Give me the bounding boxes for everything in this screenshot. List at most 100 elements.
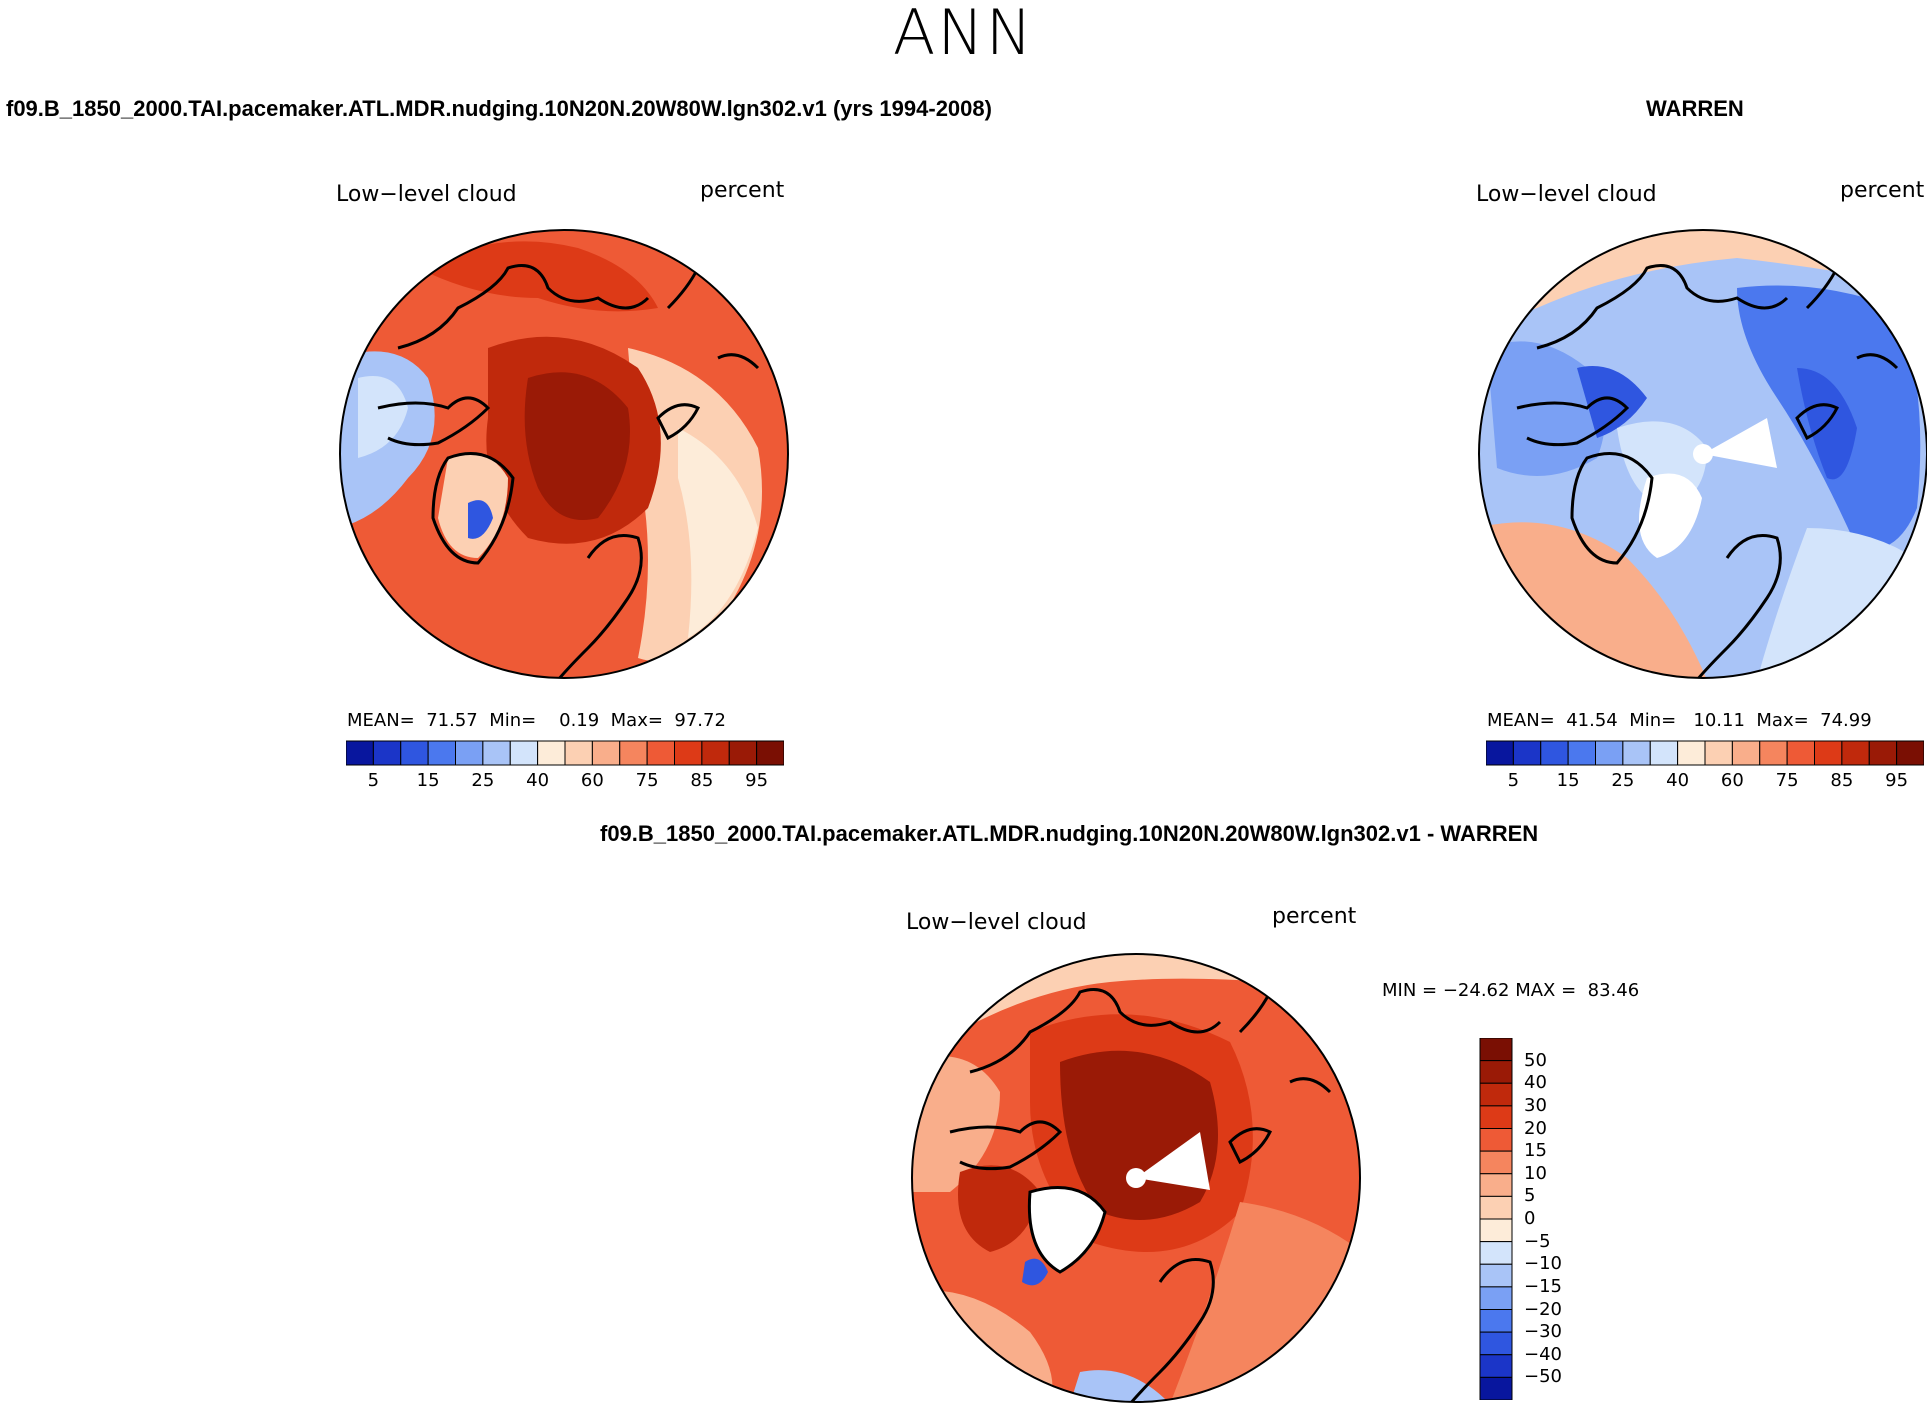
colorbar-swatch (1622, 740, 1651, 766)
colorbar-tick-label: 25 (471, 770, 495, 791)
colorbar-swatch (1731, 740, 1761, 766)
colorbar-swatch (455, 740, 484, 766)
colorbar-tick-label: 60 (1720, 770, 1744, 791)
colorbar-swatch (1479, 1331, 1513, 1356)
panel2-pole-missing (1693, 444, 1713, 464)
colorbar-swatch (1479, 1038, 1513, 1062)
colorbar-tick-label: 60 (580, 770, 604, 791)
colorbar-tick-label: 40 (1524, 1072, 1547, 1094)
colorbar-swatch (1704, 740, 1733, 766)
colorbar-tick-label: 40 (1666, 770, 1690, 791)
colorbar-tick-label: 15 (1524, 1140, 1547, 1162)
colorbar-swatch (1479, 1150, 1513, 1175)
colorbar-tick-label: 10 (1524, 1162, 1547, 1184)
colorbar-swatch (1868, 740, 1898, 766)
panel2-map (1478, 229, 1927, 679)
panel3-field-missing-wedge (1136, 1132, 1210, 1190)
colorbar-tick-label: −5 (1524, 1230, 1551, 1252)
panel1-field-greenland-min (468, 500, 493, 539)
colorbar-swatch (537, 740, 566, 766)
panel3-stats: MIN = −24.62 MAX = 83.46 (1382, 980, 1640, 1001)
colorbar-swatch (1479, 1060, 1513, 1084)
panel1-field-arctic-core (524, 372, 630, 520)
colorbar-swatch (1814, 740, 1843, 766)
colorbar-tick-label: 5 (1507, 770, 1520, 791)
panel3-field-greenland-min (1022, 1258, 1048, 1286)
colorbar-tick-label: −50 (1524, 1366, 1562, 1388)
colorbar-tick-label: 85 (1830, 770, 1854, 791)
colorbar-tick-label: −30 (1524, 1321, 1562, 1343)
colorbar-swatch (372, 740, 402, 766)
colorbar-tick-label: 40 (526, 770, 550, 791)
colorbar-swatch (1479, 1082, 1513, 1107)
colorbar-swatch (1479, 1309, 1513, 1333)
panel3-colorbar (1479, 1038, 1513, 1400)
panel3-field-alaska (958, 1165, 1040, 1252)
colorbar-tick-label: 15 (416, 770, 440, 791)
colorbar-swatch (1479, 1195, 1513, 1220)
panel2-colorbar (1486, 740, 1924, 766)
colorbar-swatch (482, 740, 511, 766)
colorbar-swatch (1479, 1218, 1513, 1243)
season-title: ANN (892, 0, 1035, 69)
colorbar-tick-label: −20 (1524, 1298, 1562, 1320)
colorbar-swatch (674, 740, 703, 766)
panel3-colorbar-ticks: 50 40 30 20 15 10 5 0 −5 −10 −15 −20 −30 −40 −50 (1524, 1038, 1584, 1400)
colorbar-tick-label: 85 (690, 770, 714, 791)
panel2-field-greenland-missing (1639, 473, 1702, 558)
panel1-case-title: f09.B_1850_2000.TAI.pacemaker.ATL.MDR.nu… (6, 96, 992, 121)
colorbar-swatch (701, 740, 730, 766)
colorbar-tick-label: −40 (1524, 1343, 1562, 1365)
colorbar-tick-label: 5 (367, 770, 380, 791)
colorbar-swatch (1479, 1105, 1513, 1129)
panel3-case-title: f09.B_1850_2000.TAI.pacemaker.ATL.MDR.nu… (600, 821, 1539, 846)
colorbar-swatch (1479, 1241, 1513, 1265)
colorbar-swatch (1479, 1128, 1513, 1152)
colorbar-swatch (1649, 740, 1679, 766)
colorbar-swatch (1479, 1354, 1513, 1378)
colorbar-swatch (1567, 740, 1596, 766)
colorbar-swatch (591, 740, 621, 766)
colorbar-swatch (564, 740, 593, 766)
colorbar-swatch (1786, 740, 1815, 766)
colorbar-tick-label: −10 (1524, 1253, 1562, 1275)
colorbar-tick-label: 5 (1524, 1185, 1536, 1207)
colorbar-swatch (1896, 740, 1924, 766)
panel1-field-east-lightest (678, 428, 758, 638)
panel1-units-label: percent (700, 178, 785, 203)
panel2-field-canada-core (1577, 366, 1647, 438)
colorbar-tick-label: 75 (1775, 770, 1799, 791)
colorbar-tick-label: 95 (745, 770, 769, 791)
colorbar-swatch (1677, 740, 1706, 766)
panel2-variable-label: Low−level cloud (1476, 182, 1657, 207)
panel1-coastlines (377, 264, 760, 678)
colorbar-tick-label: 20 (1524, 1117, 1547, 1139)
panel3-map-border (911, 953, 1361, 1403)
colorbar-swatch (346, 740, 374, 766)
panel3-field-west-light (912, 1056, 1000, 1192)
panel1-map (339, 229, 789, 679)
panel2-case-title: WARREN (1646, 96, 1744, 121)
colorbar-swatch (646, 740, 675, 766)
colorbar-swatch (728, 740, 758, 766)
colorbar-tick-label: 30 (1524, 1094, 1547, 1116)
colorbar-tick-label: 50 (1524, 1049, 1547, 1071)
colorbar-swatch (1479, 1376, 1513, 1400)
colorbar-tick-label: 95 (1885, 770, 1909, 791)
colorbar-swatch (1486, 740, 1514, 766)
colorbar-swatch (1841, 740, 1870, 766)
panel1-map-border (339, 229, 789, 679)
colorbar-swatch (1512, 740, 1542, 766)
panel1-field-low-west-core (358, 376, 408, 458)
panel3-units-label: percent (1272, 904, 1357, 929)
panel2-stats: MEAN= 41.54 Min= 10.11 Max= 74.99 (1487, 710, 1872, 731)
panel1-colorbar-ticks: 5 15 25 40 60 75 85 95 (346, 770, 784, 794)
colorbar-swatch (1479, 1263, 1513, 1288)
panel3-field-south-blue (1070, 1370, 1170, 1402)
colorbar-swatch (1759, 740, 1788, 766)
panel1-colorbar (346, 740, 784, 766)
colorbar-swatch (1540, 740, 1569, 766)
panel2-field-missing-wedge (1703, 418, 1777, 468)
colorbar-tick-label: 25 (1611, 770, 1635, 791)
panel2-units-label: percent (1840, 178, 1925, 203)
